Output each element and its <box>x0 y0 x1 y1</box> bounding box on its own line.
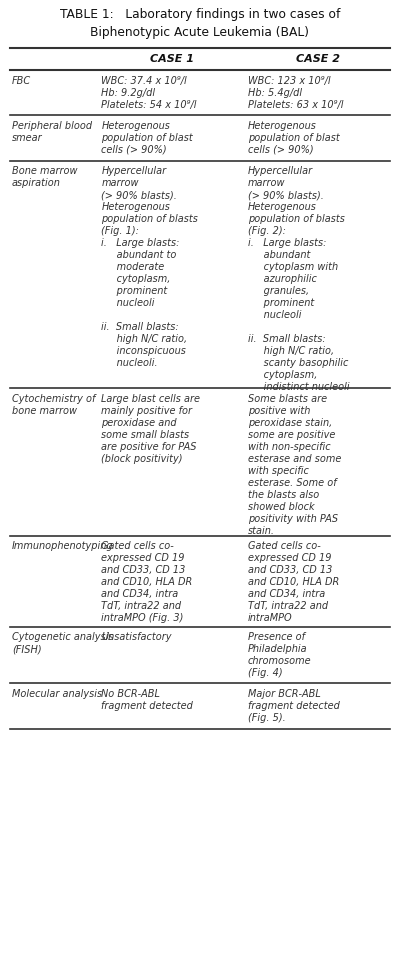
Text: Hypercellular
marrow
(> 90% blasts).
Heterogenous
population of blasts
(Fig. 1):: Hypercellular marrow (> 90% blasts). Het… <box>101 166 198 368</box>
Text: Some blasts are
positive with
peroxidase stain,
some are positive
with non-speci: Some blasts are positive with peroxidase… <box>248 394 341 535</box>
Text: Unsatisfactory: Unsatisfactory <box>101 632 172 642</box>
Text: Biphenotypic Acute Leukemia (BAL): Biphenotypic Acute Leukemia (BAL) <box>90 26 310 39</box>
Text: Major BCR-ABL
fragment detected
(Fig. 5).: Major BCR-ABL fragment detected (Fig. 5)… <box>248 689 340 723</box>
Text: Presence of
Philadelphia
chromosome
(Fig. 4): Presence of Philadelphia chromosome (Fig… <box>248 632 311 678</box>
Text: Peripheral blood
smear: Peripheral blood smear <box>12 121 92 143</box>
Text: No BCR-ABL
fragment detected: No BCR-ABL fragment detected <box>101 689 193 711</box>
Text: WBC: 37.4 x 10⁹/l
Hb: 9.2g/dl
Platelets: 54 x 10⁹/l: WBC: 37.4 x 10⁹/l Hb: 9.2g/dl Platelets:… <box>101 76 197 110</box>
Text: TABLE 1:   Laboratory findings in two cases of: TABLE 1: Laboratory findings in two case… <box>60 8 340 21</box>
Text: Cytochemistry of
bone marrow: Cytochemistry of bone marrow <box>12 394 95 415</box>
Text: Heterogenous
population of blast
cells (> 90%): Heterogenous population of blast cells (… <box>101 121 193 155</box>
Text: Hypercellular
marrow
(> 90% blasts).
Heterogenous
population of blasts
(Fig. 2):: Hypercellular marrow (> 90% blasts). Het… <box>248 166 349 392</box>
Text: Large blast cells are
mainly positive for
peroxidase and
some small blasts
are p: Large blast cells are mainly positive fo… <box>101 394 200 463</box>
Text: WBC: 123 x 10⁹/l
Hb: 5.4g/dl
Platelets: 63 x 10⁹/l: WBC: 123 x 10⁹/l Hb: 5.4g/dl Platelets: … <box>248 76 343 110</box>
Text: Gated cells co-
expressed CD 19
and CD33, CD 13
and CD10, HLA DR
and CD34, intra: Gated cells co- expressed CD 19 and CD33… <box>101 541 192 624</box>
Text: Molecular analysis: Molecular analysis <box>12 689 102 699</box>
Text: CASE 2: CASE 2 <box>296 54 340 64</box>
Text: Heterogenous
population of blast
cells (> 90%): Heterogenous population of blast cells (… <box>248 121 339 155</box>
Text: Cytogenetic analysis
(FISH): Cytogenetic analysis (FISH) <box>12 632 114 654</box>
Text: CASE 1: CASE 1 <box>150 54 194 64</box>
Text: Bone marrow
aspiration: Bone marrow aspiration <box>12 166 78 188</box>
Text: Gated cells co-
expressed CD 19
and CD33, CD 13
and CD10, HLA DR
and CD34, intra: Gated cells co- expressed CD 19 and CD33… <box>248 541 339 624</box>
Text: FBC: FBC <box>12 76 31 86</box>
Text: Immunophenotyping: Immunophenotyping <box>12 541 114 552</box>
